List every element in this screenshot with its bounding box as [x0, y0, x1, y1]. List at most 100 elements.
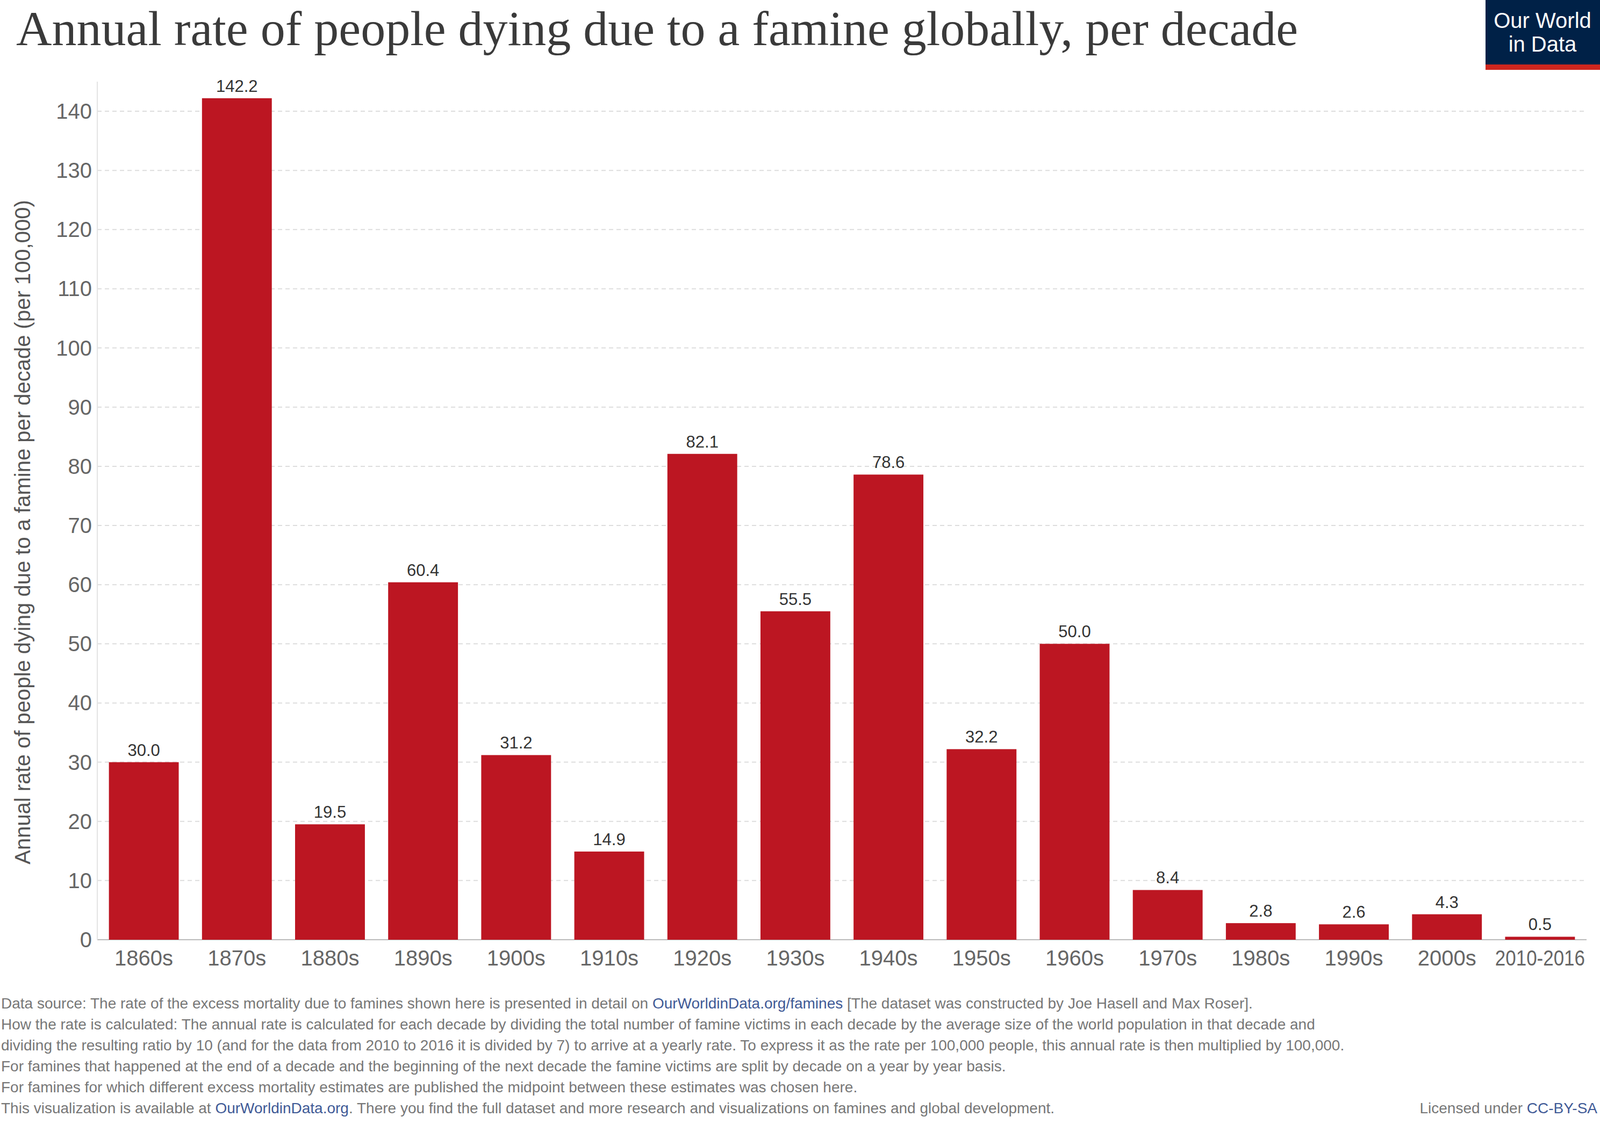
logo-box — [1485, 0, 1600, 70]
y-tick-label: 10 — [68, 869, 93, 893]
y-tick-label: 0 — [80, 928, 92, 952]
grid-line — [97, 702, 1587, 704]
x-tick-label: 1960s — [1045, 946, 1104, 971]
logo-text: in Data — [1508, 32, 1577, 56]
x-tick-label: 1910s — [579, 946, 639, 971]
bar — [1225, 923, 1296, 941]
data-label: 78.6 — [872, 453, 905, 472]
footnote-text: [The dataset was constructed by Joe Hase… — [842, 995, 1253, 1013]
logo: Our Worldin Data — [1485, 0, 1600, 70]
footnote: How the rate is calculated: The annual r… — [1, 1016, 1316, 1033]
logo-stripe — [1485, 64, 1600, 70]
y-tick-label: 60 — [68, 572, 93, 597]
y-tick-label: 130 — [55, 158, 92, 183]
data-label: 50.0 — [1058, 622, 1091, 642]
grid-line — [97, 525, 1587, 527]
labels: 30.0 142.2 19.5 60.4 31.2 14.9 82.1 55.5 78.6 32.… — [127, 76, 1552, 935]
footnote-text: For famines for which different excess m… — [1, 1079, 858, 1096]
bar — [1504, 936, 1575, 941]
grid-line — [97, 110, 1587, 112]
chart: Annual rate of people dying due to a fam… — [0, 0, 1600, 1124]
footnote: This visualization is available at OurWo… — [1, 1100, 1055, 1117]
bar — [946, 749, 1017, 941]
bar — [388, 582, 458, 941]
link[interactable]: OurWorldinData.org/famines — [652, 995, 843, 1013]
y-axis-label: Annual rate of people dying due to a fam… — [10, 199, 35, 865]
y-tick-label: 20 — [68, 809, 93, 834]
x-tick-label: 1940s — [859, 946, 918, 971]
data-label: 2.8 — [1249, 901, 1273, 921]
grid-line — [97, 169, 1587, 171]
grid-line — [97, 465, 1587, 468]
y-tick-label: 90 — [68, 395, 93, 420]
bar — [667, 454, 738, 941]
data-label: 0.5 — [1528, 915, 1552, 935]
grid-line — [97, 406, 1587, 408]
x-tick-label: 1890s — [393, 946, 453, 971]
x-tick-label: 1950s — [952, 946, 1011, 971]
x-tick-label: 1980s — [1231, 946, 1290, 971]
data-label: 4.3 — [1435, 893, 1459, 913]
grid-line — [97, 584, 1587, 586]
data-label: 142.2 — [216, 76, 258, 96]
license-text: Licensed under — [1419, 1100, 1527, 1117]
title: Annual rate of people dying due to a fam… — [16, 1, 1298, 56]
grid — [97, 111, 1587, 941]
x-tick-label: 1900s — [486, 946, 546, 971]
bar — [853, 474, 924, 941]
bar — [1411, 914, 1482, 941]
footnote-text: dividing the resulting ratio by 10 (and … — [1, 1037, 1345, 1054]
data-label: 60.4 — [406, 561, 440, 580]
bar — [574, 851, 645, 941]
bar — [202, 98, 272, 941]
grid-line — [97, 347, 1587, 349]
footnote-text: Data source: The rate of the excess mort… — [1, 995, 653, 1013]
x-tick-label: 2010-2016 — [1495, 946, 1585, 971]
data-label: 19.5 — [313, 802, 347, 822]
data-label: 32.2 — [965, 727, 998, 747]
grid-line — [97, 228, 1587, 231]
data-label: 8.4 — [1156, 868, 1180, 888]
bar — [760, 611, 831, 941]
footnote: Data source: The rate of the excess mort… — [1, 995, 1253, 1013]
footnote-text: . There you find the full dataset and mo… — [348, 1100, 1055, 1117]
bars — [109, 98, 1576, 941]
y-tick-label: 100 — [55, 336, 92, 361]
grid-line — [97, 762, 1587, 764]
footnote: For famines that happened at the end of … — [1, 1058, 1006, 1075]
y-tick-label: 50 — [68, 632, 93, 656]
y-axis-line — [96, 81, 98, 941]
footnote: dividing the resulting ratio by 10 (and … — [1, 1037, 1345, 1054]
data-label: 31.2 — [499, 733, 533, 753]
x-tick-label: 1970s — [1138, 946, 1197, 971]
bar — [109, 762, 179, 941]
link[interactable]: CC-BY-SA — [1526, 1100, 1598, 1117]
y-tick-label: 110 — [57, 276, 92, 301]
footnote-text: How the rate is calculated: The annual r… — [1, 1016, 1316, 1033]
y-tick-label: 70 — [68, 513, 93, 538]
x-tick-label: 1990s — [1324, 946, 1384, 971]
footnote: For famines for which different excess m… — [1, 1079, 858, 1096]
x-tick-label: 1880s — [300, 946, 360, 971]
data-label: 2.6 — [1342, 902, 1366, 922]
y-tick-label: 120 — [55, 217, 92, 242]
bar — [1132, 890, 1203, 941]
x-tick-label: 1930s — [765, 946, 825, 971]
x-tick-label: 2000s — [1417, 946, 1477, 971]
bar — [481, 755, 551, 941]
logo-text: Our World — [1493, 8, 1592, 33]
link[interactable]: OurWorldinData.org — [214, 1100, 349, 1117]
data-label: 55.5 — [779, 590, 812, 609]
data-label: 82.1 — [686, 432, 719, 452]
x-tick-label: 1860s — [114, 946, 174, 971]
x-tick-label: 1920s — [672, 946, 732, 971]
grid-line — [97, 288, 1587, 290]
data-label: 14.9 — [592, 830, 626, 850]
footnotes: Data source: The rate of the excess mort… — [1, 995, 1345, 1117]
bar — [1039, 643, 1110, 941]
license: Licensed under CC-BY-SA — [1419, 1100, 1598, 1117]
bar — [1318, 924, 1389, 941]
footnote-text: This visualization is available at — [1, 1100, 215, 1117]
y-tick-label: 40 — [68, 691, 93, 715]
data-label: 30.0 — [127, 741, 160, 760]
